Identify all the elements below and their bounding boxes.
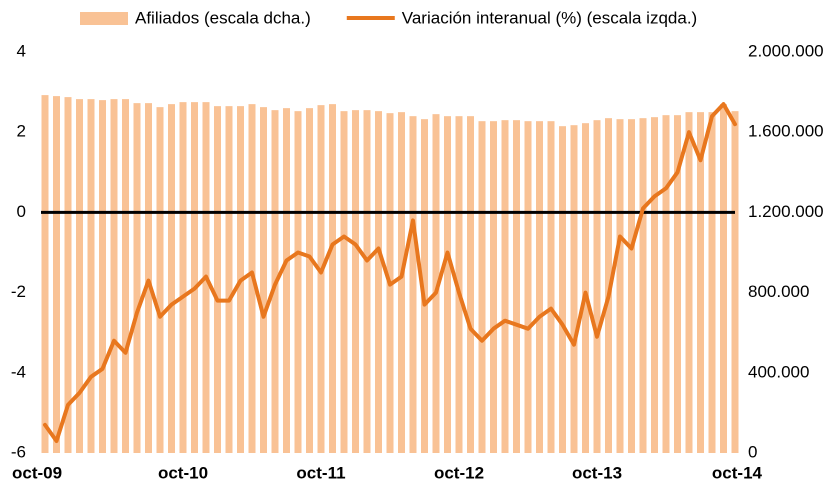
bar bbox=[536, 121, 543, 454]
x-tick-label: oct-13 bbox=[572, 463, 622, 482]
bar bbox=[317, 105, 325, 453]
bar bbox=[214, 106, 221, 453]
bar bbox=[674, 115, 681, 453]
bar bbox=[467, 116, 474, 453]
bar bbox=[432, 114, 440, 453]
bar bbox=[720, 104, 727, 453]
bar bbox=[352, 110, 359, 454]
bar bbox=[110, 99, 118, 454]
bar bbox=[731, 111, 739, 454]
legend-label: Variación interanual (%) (escala izqda.) bbox=[402, 8, 697, 27]
y-tick-label: -6 bbox=[11, 442, 26, 461]
bar bbox=[524, 121, 532, 454]
bar bbox=[260, 107, 267, 453]
bar bbox=[41, 95, 49, 454]
bar bbox=[616, 119, 624, 453]
bar bbox=[582, 123, 589, 454]
bar bbox=[478, 121, 486, 454]
bar bbox=[133, 103, 141, 453]
bar bbox=[513, 120, 520, 454]
bar bbox=[605, 118, 612, 453]
bar bbox=[283, 108, 290, 453]
bar bbox=[593, 120, 601, 454]
bar bbox=[87, 99, 95, 454]
bar bbox=[444, 116, 451, 453]
bar bbox=[99, 100, 106, 454]
bar bbox=[294, 111, 302, 454]
bar bbox=[685, 112, 693, 454]
x-tick-label: oct-10 bbox=[158, 463, 208, 482]
bar bbox=[64, 97, 72, 454]
y2-tick-label: 1.600.000 bbox=[748, 122, 824, 141]
y-tick-label: -2 bbox=[11, 282, 26, 301]
bar bbox=[363, 110, 371, 454]
y2-tick-label: 1.200.000 bbox=[748, 202, 824, 221]
x-tick-label: oct-11 bbox=[296, 463, 345, 482]
bar bbox=[340, 111, 348, 454]
y2-tick-label: 2.000.000 bbox=[748, 41, 824, 60]
bar bbox=[375, 111, 382, 454]
y-tick-label: 0 bbox=[17, 202, 26, 221]
bar bbox=[628, 119, 635, 453]
bar bbox=[490, 121, 497, 454]
bar bbox=[651, 117, 658, 453]
bar bbox=[398, 112, 405, 454]
bar bbox=[409, 116, 417, 453]
bar bbox=[662, 115, 670, 453]
bar bbox=[53, 96, 60, 454]
bar bbox=[225, 106, 233, 453]
bar bbox=[145, 103, 152, 453]
y-tick-label: -4 bbox=[11, 362, 26, 381]
y2-tick-label: 800.000 bbox=[748, 282, 809, 301]
y2-tick-label: 0 bbox=[748, 442, 757, 461]
bar bbox=[421, 119, 428, 453]
legend-swatch bbox=[80, 12, 128, 25]
bar bbox=[306, 108, 313, 453]
bar bbox=[547, 121, 555, 454]
bar bbox=[122, 99, 129, 454]
bar bbox=[191, 102, 198, 453]
y2-tick-label: 400.000 bbox=[748, 362, 809, 381]
bar bbox=[156, 107, 164, 453]
bar bbox=[179, 102, 187, 453]
bar bbox=[329, 104, 336, 453]
y-tick-label: 4 bbox=[17, 41, 26, 60]
line bbox=[43, 102, 737, 443]
x-tick-label: oct-14 bbox=[712, 463, 763, 482]
bar bbox=[697, 112, 704, 454]
legend-label: Afiliados (escala dcha.) bbox=[135, 8, 311, 27]
x-tick-label: oct-09 bbox=[12, 463, 62, 482]
bar bbox=[570, 125, 578, 454]
bar bbox=[559, 126, 566, 453]
bar bbox=[501, 120, 509, 454]
bar bbox=[76, 99, 83, 454]
bar bbox=[708, 112, 716, 454]
y-tick-label: 2 bbox=[17, 122, 26, 141]
bar bbox=[639, 118, 647, 453]
x-tick-label: oct-12 bbox=[434, 463, 484, 482]
bar bbox=[455, 116, 463, 453]
bar bbox=[168, 104, 175, 453]
